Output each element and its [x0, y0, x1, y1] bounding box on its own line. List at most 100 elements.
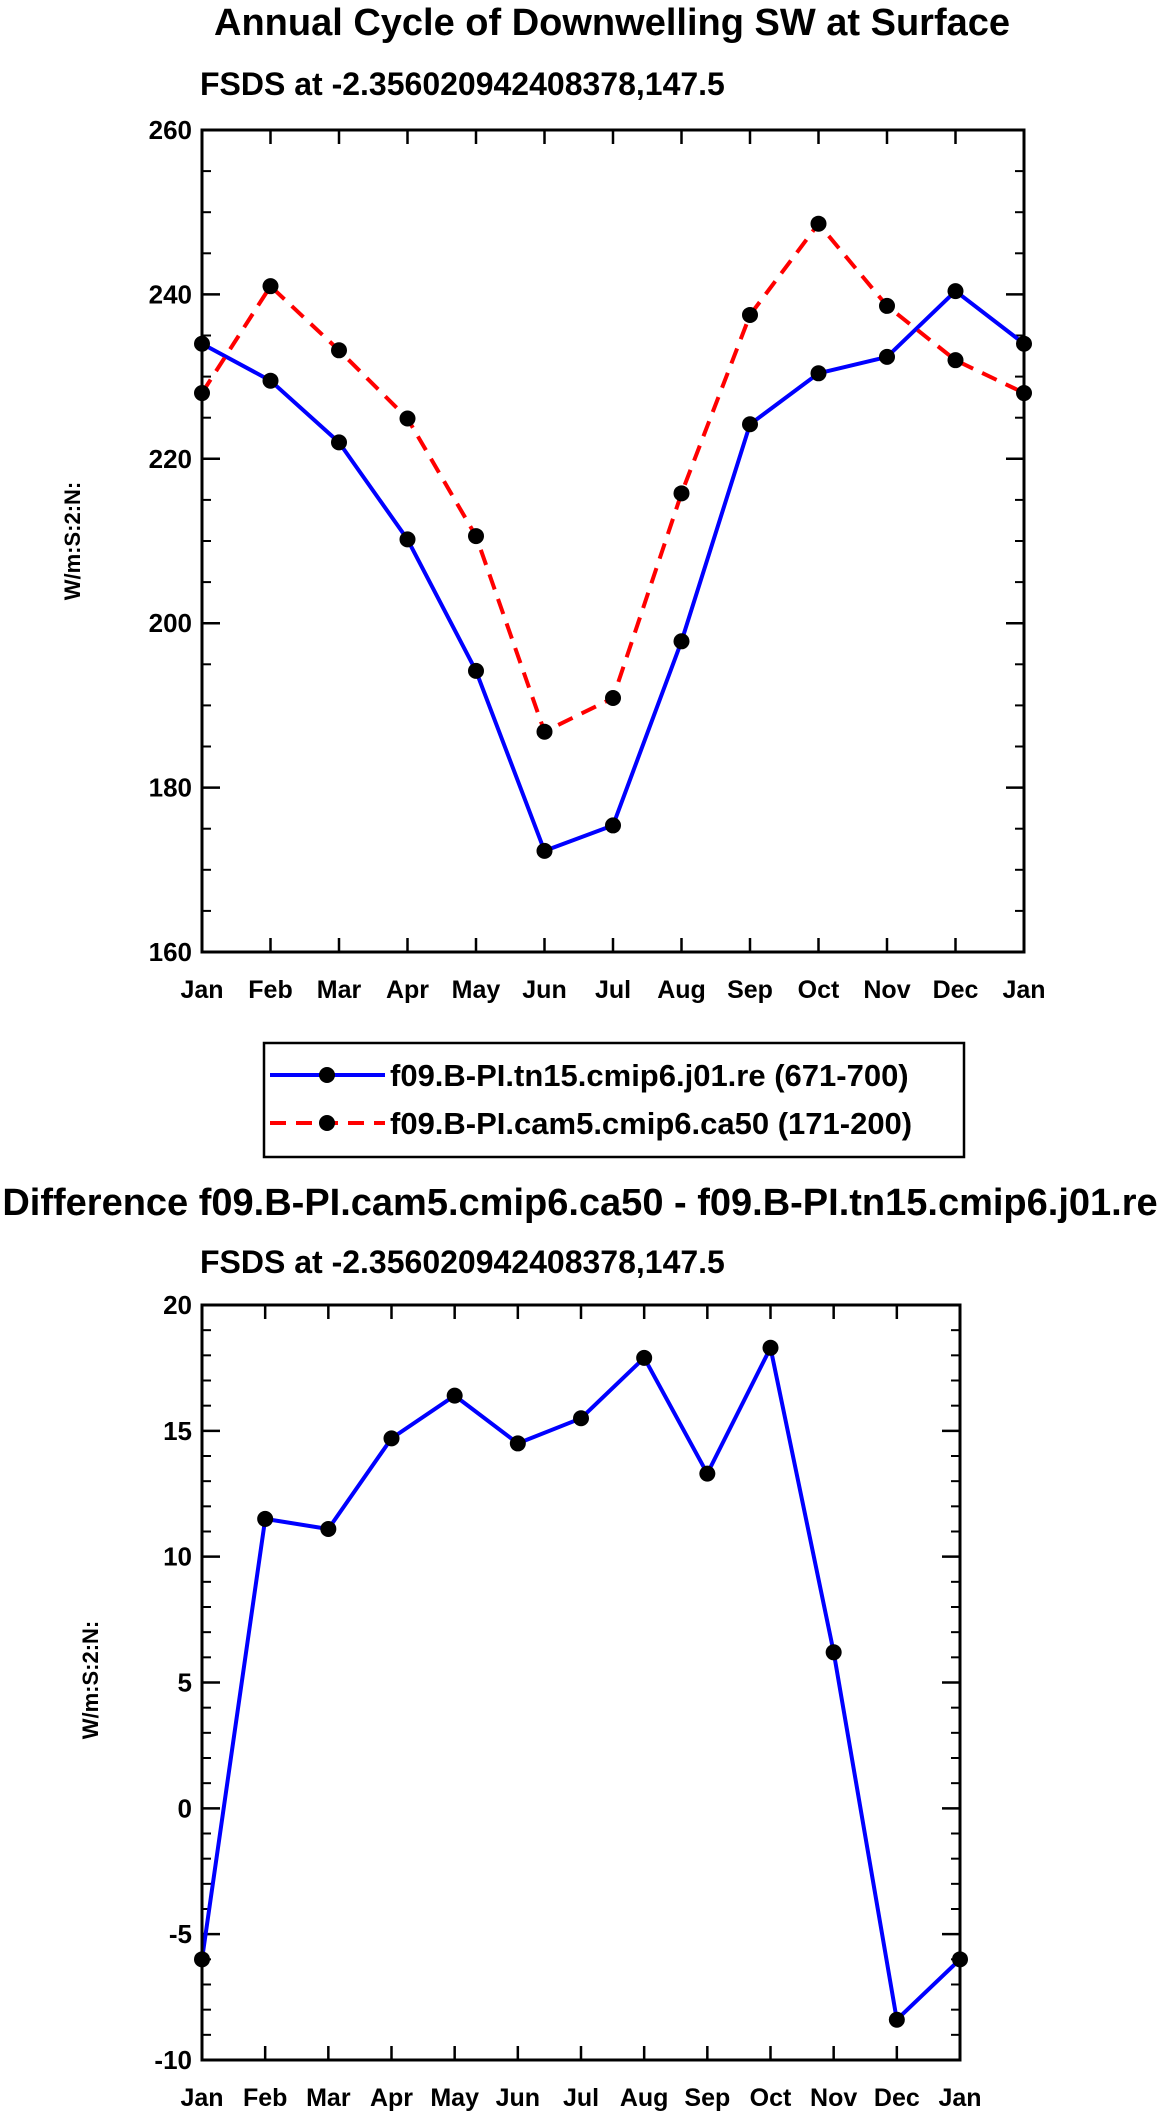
chart2-series-1-point — [636, 1349, 653, 1366]
chart2-y-tick-label: 5 — [178, 1668, 192, 1698]
chart1-series-2-point — [605, 690, 621, 707]
chart2-series-line-1 — [200, 1345, 962, 2022]
legend-box — [262, 1041, 966, 1159]
legend-marker-series-1 — [319, 1067, 335, 1083]
chart1-series-2-point — [536, 723, 553, 740]
chart1-x-tick-label: Sep — [727, 976, 773, 1004]
chart1-y-tick-label: 220 — [149, 444, 192, 474]
chart2-series-1-point — [699, 1465, 716, 1482]
chart1-series-2-point — [399, 410, 416, 427]
chart1-series-1-point — [262, 372, 279, 389]
chart1-series-1-point — [536, 842, 553, 859]
chart1-series-1-point — [742, 416, 758, 433]
chart2-series-1-point — [257, 1510, 274, 1527]
chart2-y-tick-label: 15 — [163, 1416, 192, 1446]
chart2-y-tick-label: 10 — [163, 1542, 192, 1572]
chart1-x-tick-label: Jun — [522, 976, 566, 1004]
chart1-x-tick-label: Dec — [933, 976, 979, 1004]
annual-cycle-chart: Annual Cycle of Downwelling SW at Surfac… — [60, 2, 1046, 1004]
chart2-y-axis-label: W/m:S:2:N: — [78, 1621, 103, 1740]
chart1-x-tick-label: Nov — [863, 976, 910, 1004]
chart2-series-1-point — [573, 1410, 589, 1427]
legend-entry-2: f09.B-PI.cam5.cmip6.ca50 (171-200) — [270, 1106, 912, 1141]
chart2-subtitle: FSDS at -2.356020942408378,147.5 — [200, 1244, 725, 1280]
chart1-x-tick-label: Oct — [798, 976, 840, 1004]
chart2-plot-frame — [200, 1303, 962, 2062]
chart2-series-1-point — [320, 1520, 337, 1537]
chart1-legend: f09.B-PI.tn15.cmip6.j01.re (671-700) f09… — [262, 1041, 966, 1159]
chart2-y-tick-label: -10 — [154, 2045, 192, 2075]
chart2-x-tick-label: Feb — [243, 2084, 287, 2112]
chart1-x-tick-label: Jan — [180, 976, 223, 1004]
chart2-title: Difference f09.B-PI.cam5.cmip6.ca50 - f0… — [2, 1182, 1157, 1224]
chart1-y-tick-label: 240 — [149, 279, 192, 309]
chart1-y-tick-label: 180 — [149, 773, 192, 803]
chart2-series — [194, 1339, 968, 2028]
chart2-x-tick-label: Mar — [306, 2084, 351, 2112]
chart2-y-tick-label: 20 — [163, 1290, 192, 1320]
chart1-series-2-point — [673, 485, 690, 502]
chart2-y-tick-label: 0 — [178, 1793, 192, 1823]
chart1-series — [194, 215, 1032, 859]
chart1-series-2-point — [331, 342, 347, 359]
chart2-x-tick-label: Aug — [620, 2084, 669, 2112]
legend-marker-series-2 — [319, 1115, 335, 1131]
chart1-series-2-point — [742, 306, 758, 323]
chart2-x-tick-label: Jul — [563, 2084, 599, 2112]
chart1-x-tick-label: Feb — [248, 976, 292, 1004]
chart2-x-tick-label: Apr — [370, 2084, 413, 2112]
chart2-x-tick-label: Oct — [750, 2084, 792, 2112]
chart1-series-1-point — [468, 662, 484, 679]
chart2-x-tick-label: Dec — [874, 2084, 920, 2112]
legend-entry-1: f09.B-PI.tn15.cmip6.j01.re (671-700) — [270, 1058, 909, 1093]
chart1-series-1-point — [605, 817, 621, 834]
chart1-y-tick-labels: 160 180 200 220 240 260 — [149, 115, 192, 967]
chart2-series-1-point — [446, 1387, 463, 1404]
chart1-series-1-point — [331, 434, 347, 451]
chart2-x-tick-label: Jan — [180, 2084, 223, 2112]
chart2-series-1-point — [888, 2011, 905, 2028]
chart1-x-tick-label: Jan — [1002, 976, 1045, 1004]
chart1-title: Annual Cycle of Downwelling SW at Surfac… — [214, 2, 1010, 44]
chart1-x-tick-labels: Jan Feb Mar Apr May Jun Jul Aug Sep Oct Nov Dec Jan — [180, 976, 1045, 1004]
chart2-x-tick-label: Sep — [684, 2084, 730, 2112]
chart1-series-1-point — [399, 531, 416, 548]
chart1-series-1-point — [879, 348, 895, 365]
chart1-x-tick-label: Aug — [657, 976, 706, 1004]
chart1-series-1-point — [673, 633, 690, 650]
chart1-y-tick-label: 200 — [149, 608, 192, 638]
chart1-x-tick-label: Apr — [386, 976, 429, 1004]
difference-chart: Difference f09.B-PI.cam5.cmip6.ca50 - f0… — [2, 1182, 1157, 2112]
chart1-series-2-point — [262, 278, 279, 295]
chart2-series-1-point — [825, 1644, 842, 1661]
chart1-y-axis-label: W/m:S:2:N: — [60, 482, 85, 601]
chart2-x-tick-labels: Jan Feb Mar Apr May Jun Jul Aug Sep Oct Nov Dec Jan — [180, 2084, 981, 2112]
chart2-x-tick-label: Jan — [938, 2084, 981, 2112]
chart2-y-tick-labels: -10 -5 0 5 10 15 20 — [154, 1290, 192, 2075]
chart1-x-tick-label: Mar — [317, 976, 362, 1004]
chart1-series-2-point — [879, 297, 895, 314]
chart1-y-tick-label: 260 — [149, 115, 192, 145]
chart1-series-2-point — [468, 528, 484, 545]
chart1-series-line-2 — [200, 221, 1025, 734]
chart2-series-1-point — [383, 1430, 400, 1447]
chart2-y-tick-label: -5 — [169, 1919, 192, 1949]
chart1-series-1-point — [947, 283, 964, 300]
chart2-x-tick-label: Nov — [810, 2084, 857, 2112]
chart2-x-tick-label: Jun — [496, 2084, 540, 2112]
chart2-x-tick-label: May — [430, 2084, 479, 2112]
chart1-plot-frame — [200, 128, 1026, 954]
chart2-series-1-point — [762, 1339, 779, 1356]
legend-label-series-2: f09.B-PI.cam5.cmip6.ca50 (171-200) — [390, 1106, 912, 1141]
chart1-subtitle: FSDS at -2.356020942408378,147.5 — [200, 66, 725, 102]
chart1-series-2-point — [947, 352, 964, 369]
chart1-series-line-1 — [201, 289, 1026, 853]
legend-label-series-1: f09.B-PI.tn15.cmip6.j01.re (671-700) — [390, 1058, 909, 1093]
chart1-series-2-point — [810, 215, 827, 232]
chart1-x-tick-label: May — [452, 976, 501, 1004]
chart2-series-1-point — [509, 1435, 526, 1452]
chart1-y-tick-label: 160 — [149, 937, 192, 967]
chart1-x-tick-label: Jul — [595, 976, 631, 1004]
chart1-series-1-point — [810, 365, 827, 382]
